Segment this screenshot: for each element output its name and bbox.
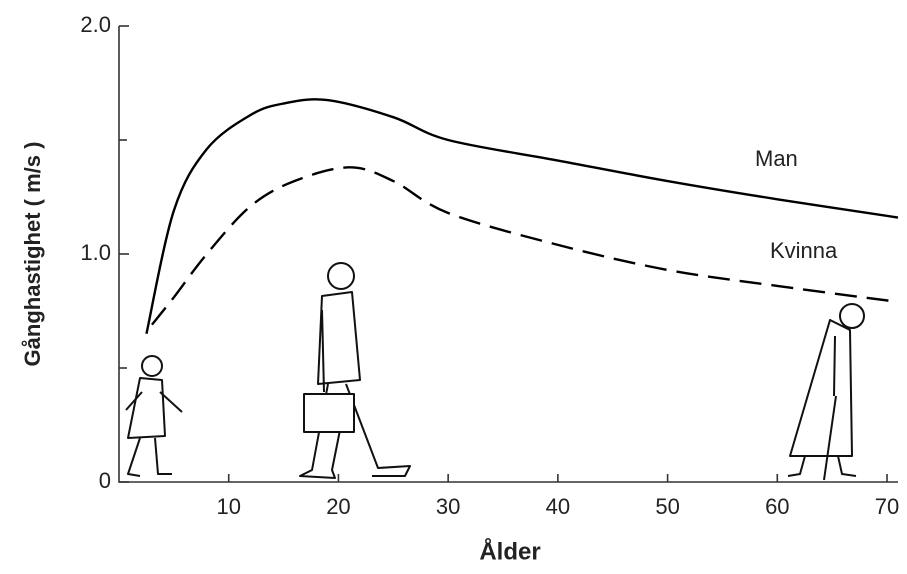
series-line	[150, 166, 899, 326]
child-figure	[125, 355, 183, 477]
illustrations	[125, 262, 865, 481]
y-axis-label: Gånghastighet ( m/s )	[20, 142, 45, 367]
x-tick-label: 70	[875, 494, 899, 519]
man-figure	[299, 262, 411, 479]
y-tick-label: 0	[99, 468, 111, 493]
x-tick-label: 50	[655, 494, 679, 519]
x-tick-label: 10	[216, 494, 240, 519]
x-tick-label: 60	[765, 494, 789, 519]
x-axis-label: Ålder	[479, 537, 540, 565]
x-tick-label: 30	[436, 494, 460, 519]
elderly-figure	[787, 303, 865, 481]
y-tick-label: 2.0	[80, 12, 111, 37]
x-tick-label: 20	[326, 494, 350, 519]
series-label: Man	[755, 146, 798, 171]
x-tick-label: 40	[546, 494, 570, 519]
series-label: Kvinna	[770, 238, 838, 263]
series-line	[145, 98, 899, 335]
y-tick-label: 1.0	[80, 240, 111, 265]
